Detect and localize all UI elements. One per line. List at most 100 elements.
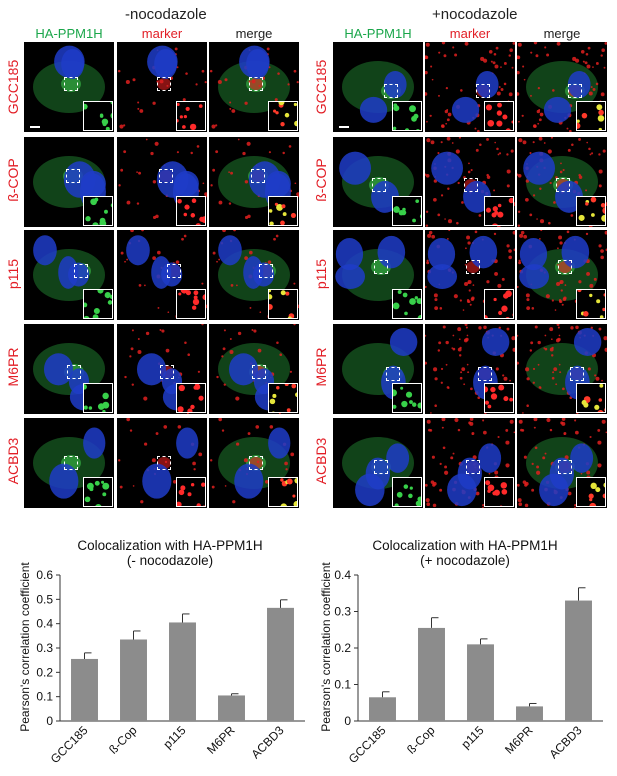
y-tick-label: 0 [46,714,53,728]
micrograph-panel [24,324,114,414]
micrograph-panel [24,137,114,227]
selection-box [466,460,480,474]
bar [267,607,294,721]
x-tick-label: ß-Cop [404,723,438,757]
zoom-inset [176,383,206,413]
micrograph-panel [333,230,423,320]
bar [71,658,98,721]
row-label-right: ACBD3 [313,437,329,485]
bar [516,706,543,721]
scale-bar [339,126,349,128]
col-label-ha-ppm1h: HA-PPM1H [35,26,103,41]
zoom-inset [576,383,606,413]
selection-box [64,456,78,470]
zoom-inset [83,196,113,226]
x-tick-label: ACBD3 [546,723,584,761]
micrograph-panel [425,230,515,320]
zoom-inset [576,477,606,507]
row-label-left: ACBD3 [5,437,21,485]
condition-title-plus: +nocodazole [432,6,518,23]
selection-box [159,169,173,183]
y-tick-label: 0.1 [334,678,351,692]
micrograph-panel [517,137,607,227]
scale-bar [30,126,40,128]
selection-box [157,77,171,91]
zoom-inset [576,289,606,319]
micrograph-panel [117,42,207,132]
zoom-inset [484,383,514,413]
selection-box [74,264,88,278]
selection-box [384,84,398,98]
zoom-inset [268,196,298,226]
micrograph-panel [333,324,423,414]
zoom-inset [83,289,113,319]
y-tick-label: 0.4 [334,570,351,582]
micrograph-panel [24,418,114,508]
selection-box [249,456,263,470]
selection-box [466,260,480,274]
bar [218,695,245,721]
row-label-left: ß-COP [5,158,21,202]
zoom-inset [83,101,113,131]
micrograph-panel [209,230,299,320]
selection-box [251,169,265,183]
micrograph-panel [209,324,299,414]
x-tick-label: p115 [458,723,486,751]
zoom-inset [484,477,514,507]
bar-chart-plus-nocodazole: 0 0.1 0.2 0.3 0.4 GCC185 ß-Cop p115 M6PR ACBD3 [334,570,603,766]
selection-box [558,460,572,474]
selection-box [570,367,584,381]
zoom-inset [176,289,206,319]
selection-box [252,365,266,379]
zoom-inset [392,383,422,413]
y-tick-label: 0.5 [36,592,53,606]
micrograph-panel [24,42,114,132]
y-tick-label: 0.3 [334,605,351,619]
row-label-left: p115 [5,258,21,290]
x-tick-label: ß-Cop [106,723,140,757]
zoom-inset [268,477,298,507]
zoom-inset [576,101,606,131]
micrograph-panel [24,230,114,320]
zoom-inset [268,383,298,413]
condition-title-minus: -nocodazole [125,6,207,23]
micrograph-panel [333,137,423,227]
y-tick-label: 0.1 [36,690,53,704]
y-tick-label: 0.3 [36,641,53,655]
zoom-inset [392,477,422,507]
selection-box [464,178,478,192]
zoom-inset [484,101,514,131]
zoom-inset [484,196,514,226]
micrograph-panel [209,418,299,508]
col-label-merge: merge [235,26,273,41]
bar [369,697,396,721]
col-label-ha-ppm1h: HA-PPM1H [344,26,412,41]
row-label-right: GCC185 [313,59,329,115]
zoom-inset [392,101,422,131]
bar [169,622,196,721]
x-tick-label: M6PR [204,723,238,757]
micrograph-panel [425,42,515,132]
chart-title-right: Colocalization with HA-PPM1H (+ nocodazo… [372,538,558,568]
selection-box [386,367,400,381]
zoom-inset [176,477,206,507]
selection-box [259,264,273,278]
selection-box [556,178,570,192]
zoom-inset [176,101,206,131]
micrograph-panel [517,418,607,508]
row-label-right: M6PR [313,347,329,387]
micrograph-panel [117,137,207,227]
bar [467,644,494,721]
micrograph-panel [209,137,299,227]
bar-chart-minus-nocodazole: 0 0.1 0.2 0.3 0.4 0.5 0.6 GCC185 ß-Cop p115 M6PR AC… [36,570,305,766]
x-tick-label: GCC185 [48,723,91,766]
chart-title-left: Colocalization with HA-PPM1H (- nocodazo… [77,538,263,568]
micrograph-panel [209,42,299,132]
micrograph-panel [425,418,515,508]
row-label-right: ß-COP [313,158,329,202]
zoom-inset [268,101,298,131]
col-label-marker: marker [141,26,183,41]
zoom-inset [576,196,606,226]
selection-box [67,365,81,379]
y-tick-label: 0.4 [36,617,53,631]
